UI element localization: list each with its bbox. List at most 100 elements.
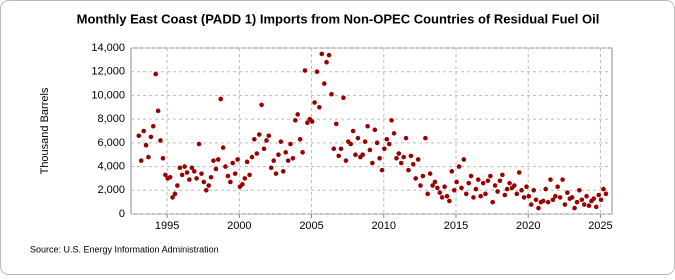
point xyxy=(196,141,202,147)
point xyxy=(232,171,238,176)
point xyxy=(531,187,537,193)
point xyxy=(384,137,390,142)
point xyxy=(191,169,197,174)
point xyxy=(401,154,407,160)
point xyxy=(475,177,481,182)
point xyxy=(360,152,365,158)
point xyxy=(136,133,142,139)
point xyxy=(295,112,300,117)
point xyxy=(256,132,262,137)
point xyxy=(596,192,602,198)
point xyxy=(466,180,472,186)
point xyxy=(317,104,322,110)
point xyxy=(225,173,231,179)
point xyxy=(536,205,541,211)
point xyxy=(598,197,604,203)
x-tick-label: 2020 xyxy=(516,220,540,232)
point xyxy=(355,135,361,141)
point xyxy=(170,195,175,200)
point xyxy=(408,153,414,159)
point xyxy=(396,151,402,156)
point xyxy=(574,199,580,205)
point xyxy=(244,159,250,165)
point xyxy=(179,172,185,178)
point xyxy=(543,186,548,192)
point xyxy=(254,151,260,156)
point xyxy=(473,186,479,192)
point xyxy=(280,169,286,174)
point xyxy=(278,139,284,144)
point xyxy=(398,160,404,166)
point xyxy=(456,164,462,169)
point xyxy=(343,158,349,163)
point xyxy=(526,193,532,199)
point xyxy=(302,68,308,73)
point xyxy=(143,142,149,148)
point xyxy=(410,161,416,167)
point xyxy=(379,167,385,173)
point xyxy=(524,184,529,190)
y-tick-label: 2,000 xyxy=(97,184,125,196)
point xyxy=(432,179,438,185)
point xyxy=(413,176,419,181)
point xyxy=(565,190,570,195)
point xyxy=(497,178,503,184)
point xyxy=(394,155,399,161)
point xyxy=(203,187,209,193)
point xyxy=(273,171,279,176)
y-tick-label: 6,000 xyxy=(97,137,125,149)
point xyxy=(341,95,346,101)
point xyxy=(338,146,344,152)
point xyxy=(319,51,325,57)
point xyxy=(468,173,474,179)
point xyxy=(391,131,397,136)
point xyxy=(230,160,235,166)
point xyxy=(288,141,293,147)
point xyxy=(427,171,433,176)
point xyxy=(329,91,334,97)
point xyxy=(557,195,563,200)
point xyxy=(331,146,337,152)
x-tick-label: 2015 xyxy=(444,220,468,232)
x-tick-label: 2005 xyxy=(299,220,323,232)
point xyxy=(603,191,609,197)
y-tick-label: 0 xyxy=(119,208,125,220)
point xyxy=(223,164,228,169)
point xyxy=(444,193,450,199)
point xyxy=(240,182,245,187)
y-tick-label: 10,000 xyxy=(91,89,125,101)
point xyxy=(449,169,455,174)
point xyxy=(521,195,527,200)
point xyxy=(235,157,240,162)
point xyxy=(312,100,317,105)
point xyxy=(514,191,520,197)
point xyxy=(586,203,592,208)
point xyxy=(569,195,575,200)
point xyxy=(350,128,356,134)
point xyxy=(220,145,226,150)
point xyxy=(540,198,546,204)
point xyxy=(261,146,267,152)
point xyxy=(314,69,320,75)
point xyxy=(435,185,440,191)
point xyxy=(285,158,291,163)
point xyxy=(242,176,248,181)
point xyxy=(324,59,329,65)
y-tick-label: 14,000 xyxy=(91,42,125,54)
point xyxy=(386,141,392,147)
point xyxy=(591,196,597,201)
point xyxy=(155,108,161,114)
point xyxy=(305,120,310,125)
point xyxy=(365,123,370,129)
point xyxy=(167,174,173,180)
point xyxy=(141,128,147,134)
chart-title: Monthly East Coast (PADD 1) Imports from… xyxy=(77,11,600,26)
point xyxy=(471,195,476,200)
point xyxy=(201,179,207,185)
point xyxy=(584,193,589,199)
point xyxy=(377,155,382,161)
point xyxy=(228,179,233,185)
point xyxy=(451,187,457,193)
point xyxy=(283,150,289,155)
point xyxy=(562,202,568,207)
